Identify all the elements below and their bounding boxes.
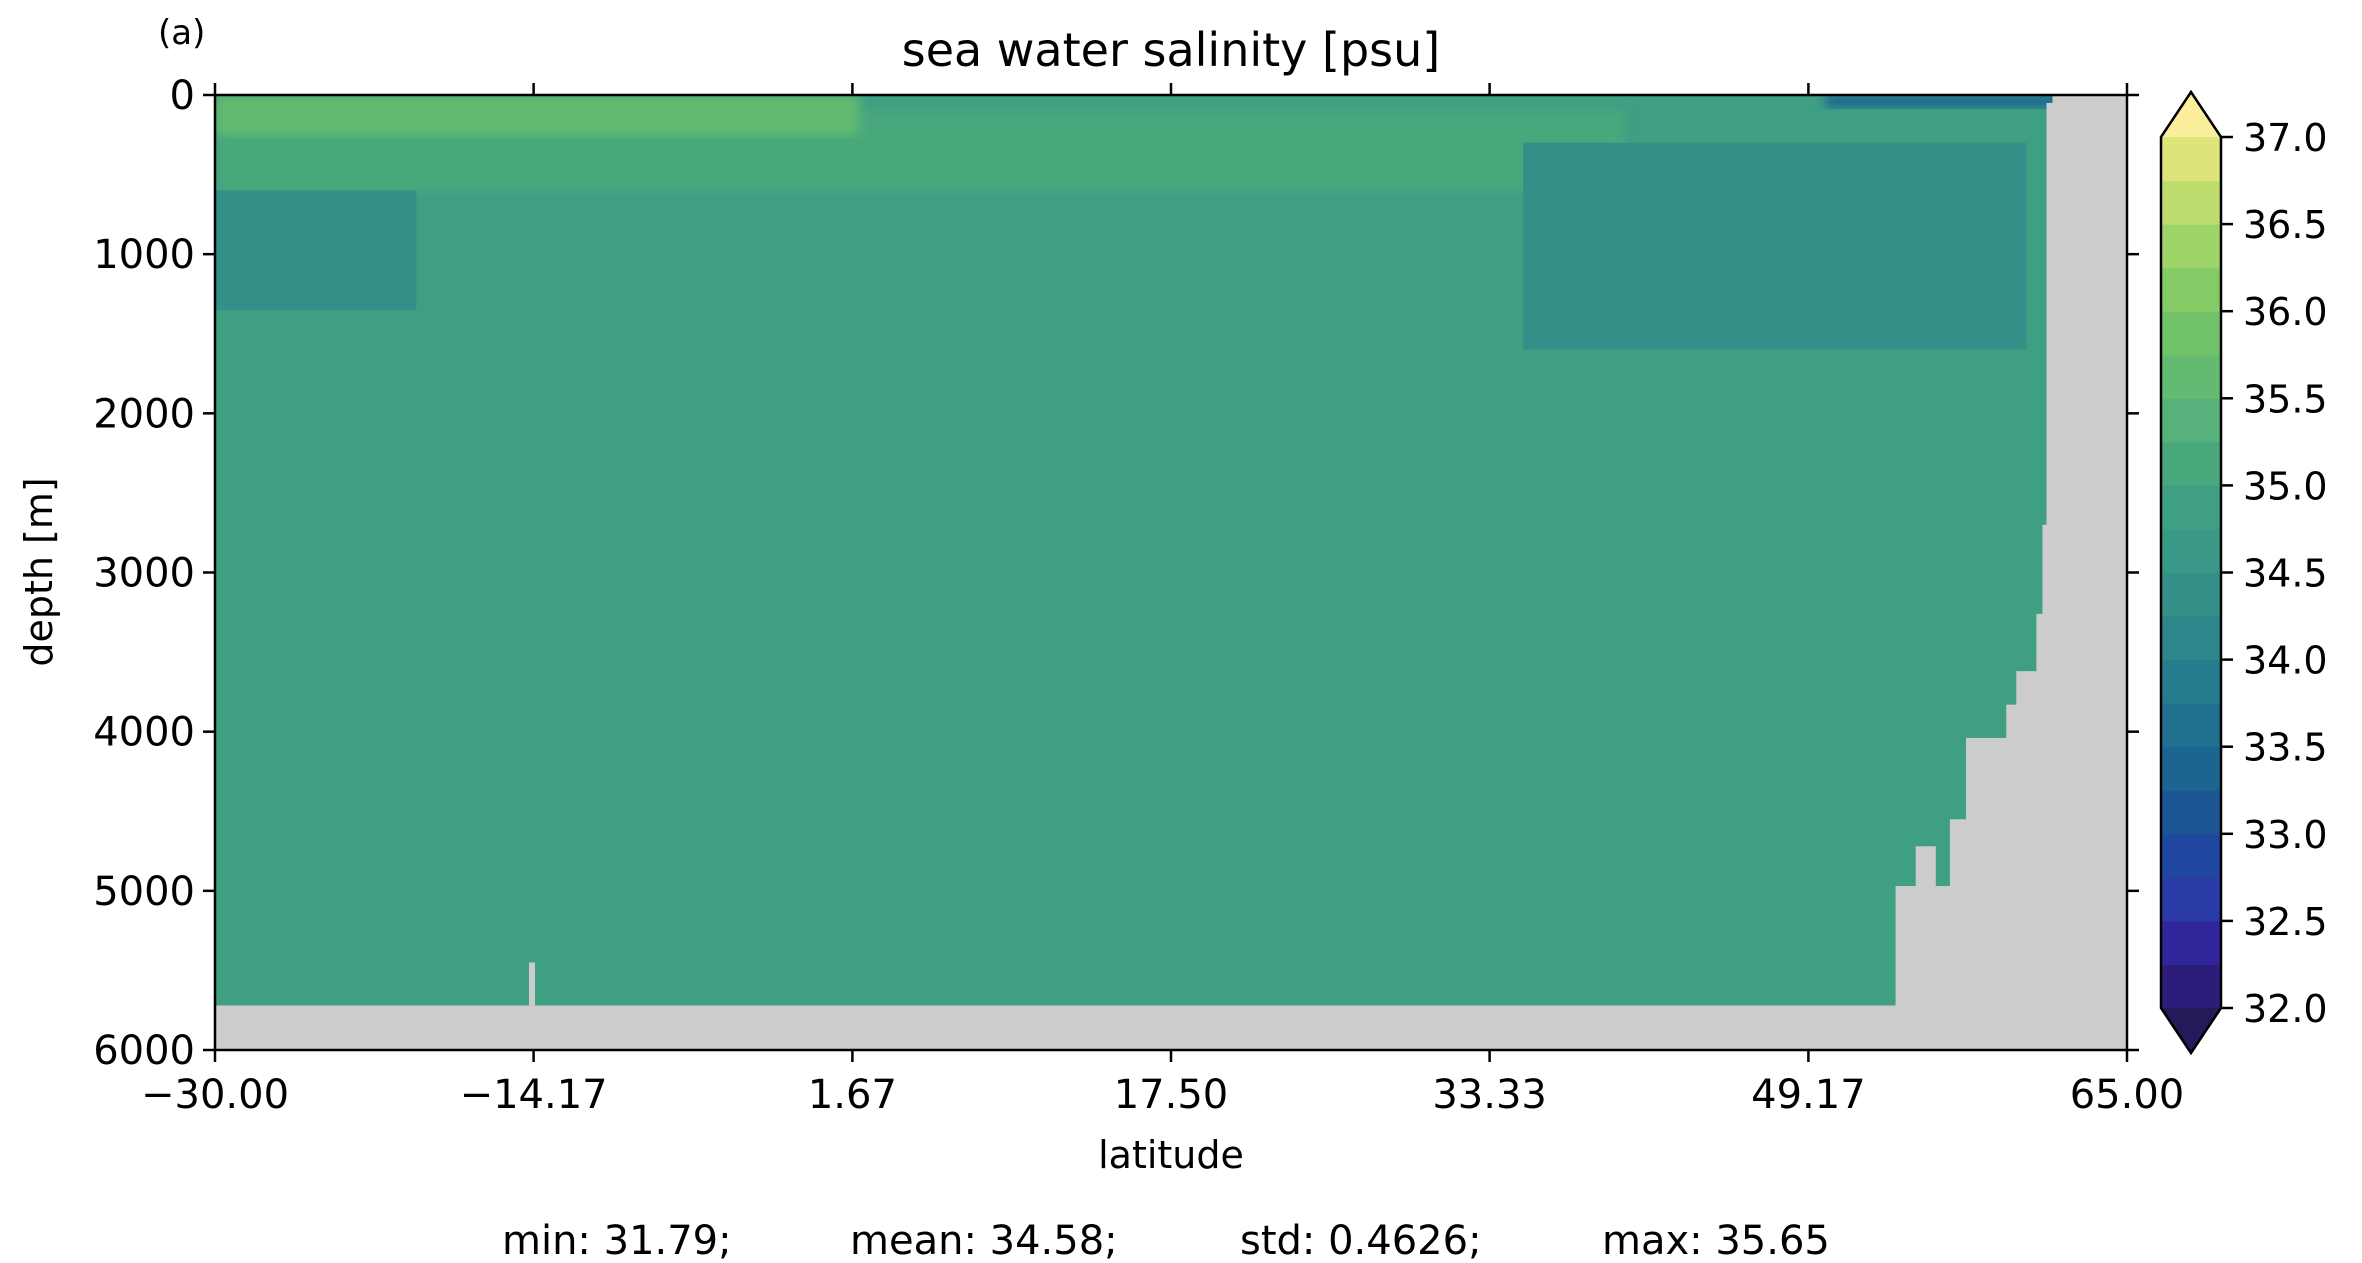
x-tick-label: 1.67	[808, 1072, 897, 1118]
x-axis-label: latitude	[1098, 1133, 1244, 1177]
y-tick-label: 0	[170, 73, 195, 119]
colorbar-segment	[2161, 964, 2221, 1009]
x-axis: −30.00 −14.17 1.67 17.50 33.33 49.17 65.00	[141, 83, 2184, 1118]
colorbar-segment	[2161, 485, 2221, 530]
colorbar-tick-label: 37.0	[2243, 116, 2328, 160]
colorbar-segment	[2161, 659, 2221, 704]
colorbar-tick-label: 33.5	[2243, 726, 2328, 770]
y-tick-label: 1000	[93, 232, 195, 278]
stats-line: min: 31.79; mean: 34.58; std: 0.4626; ma…	[502, 1218, 1830, 1263]
seamount	[528, 962, 536, 1006]
colorbar-segment	[2161, 920, 2221, 966]
y-axis-label: depth [m]	[17, 477, 61, 666]
y-tick-label: 2000	[93, 391, 195, 437]
colorbar-segment	[2161, 137, 2221, 182]
y-tick-label: 4000	[93, 710, 195, 756]
x-tick-label: 33.33	[1432, 1072, 1547, 1118]
colorbar-segment	[2161, 790, 2221, 835]
colorbar-segment	[2161, 441, 2221, 486]
y-tick-label: 3000	[93, 551, 195, 597]
field-region-subpolar-fresh-surface-water	[1825, 95, 2067, 108]
colorbar-segment	[2161, 703, 2221, 748]
stat-max: max: 35.65	[1602, 1218, 1830, 1263]
chart-title: sea water salinity [psu]	[902, 23, 1441, 77]
y-tick-label: 6000	[93, 1028, 195, 1074]
y-axis: 0 1000 2000 3000 4000 5000 6000	[93, 73, 2139, 1074]
x-tick-label: 17.50	[1114, 1072, 1229, 1118]
x-tick-label: −30.00	[141, 1072, 289, 1118]
colorbar-segment	[2161, 311, 2221, 356]
colorbar-extend-max	[2161, 92, 2221, 137]
colorbar-tick-label: 32.0	[2243, 987, 2328, 1031]
northern-continental-slope	[1895, 95, 2127, 1050]
salinity-field	[215, 95, 2127, 1050]
x-tick-label: 49.17	[1751, 1072, 1866, 1118]
colorbar: 32.0 32.5 33.0 33.5 34.0 34.5 35.0 35.5 36.0 36.5…	[2159, 89, 2328, 1056]
field-region-southern-intermediate-water	[215, 190, 417, 310]
colorbar-segment	[2161, 267, 2221, 312]
colorbar-segment	[2161, 224, 2221, 269]
stat-mean: mean: 34.58;	[850, 1218, 1118, 1263]
panel-label: (a)	[158, 13, 205, 53]
colorbar-tick-label: 36.5	[2243, 203, 2328, 247]
colorbar-segment	[2161, 616, 2221, 661]
plot-area	[215, 95, 2127, 1050]
colorbar-segment	[2161, 354, 2221, 399]
stat-std: std: 0.4626;	[1240, 1218, 1482, 1263]
x-tick-label: −14.17	[460, 1072, 608, 1118]
stat-min: min: 31.79;	[502, 1218, 732, 1263]
x-tick-label: 65.00	[2070, 1072, 2185, 1118]
colorbar-segment	[2161, 180, 2221, 225]
colorbar-tick-label: 35.0	[2243, 464, 2328, 508]
colorbar-extend-min	[2161, 1008, 2221, 1053]
colorbar-segment	[2161, 528, 2221, 574]
colorbar-segment	[2161, 833, 2221, 878]
colorbar-tick-label: 36.0	[2243, 290, 2328, 334]
colorbar-tick-label: 33.0	[2243, 813, 2328, 857]
colorbar-segment	[2161, 572, 2221, 617]
field-region-surface-high-salinity-lens	[215, 95, 860, 135]
seafloor	[215, 1005, 2127, 1050]
colorbar-segment	[2161, 398, 2221, 443]
colorbar-tick-label: 34.5	[2243, 552, 2328, 596]
colorbar-tick-label: 35.5	[2243, 377, 2328, 421]
y-tick-label: 5000	[93, 869, 195, 915]
bathymetry-mask	[215, 95, 2127, 1050]
colorbar-tick-label: 34.0	[2243, 639, 2328, 683]
colorbar-segment	[2161, 746, 2221, 791]
field-region-northern-intermediate-water	[1523, 142, 2027, 350]
colorbar-segment	[2161, 877, 2221, 922]
colorbar-tick-label: 32.5	[2243, 900, 2328, 944]
